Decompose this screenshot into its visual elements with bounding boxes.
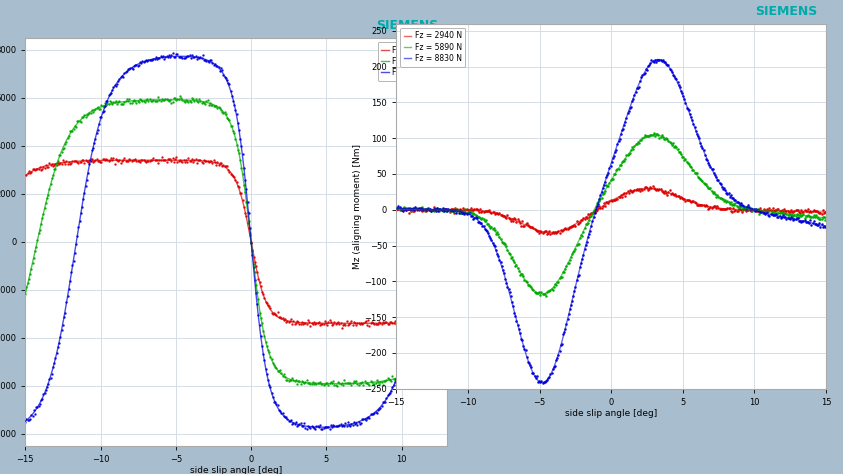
Fz = 5890 N xyxy=(20,291,30,297)
Fz = 5890 N xyxy=(469,211,479,217)
Fz = 8830 N xyxy=(647,59,658,65)
Fz = 5890 N xyxy=(712,193,722,199)
Fz = 8830 N xyxy=(175,54,185,59)
Text: SIEMENS: SIEMENS xyxy=(376,19,438,32)
Line: Fz = 2940 N: Fz = 2940 N xyxy=(25,160,447,323)
Fz = 5890 N xyxy=(271,364,281,370)
Fz = 2940 N xyxy=(545,229,556,235)
Fz = 8830 N xyxy=(132,62,142,67)
Fz = 5890 N xyxy=(426,348,436,354)
Fz = 2940 N xyxy=(712,205,722,211)
Fz = 8830 N xyxy=(653,57,663,63)
Fz = 5890 N xyxy=(538,291,548,297)
Fz = 5890 N xyxy=(246,239,256,245)
Fz = 5890 N xyxy=(821,215,831,221)
Fz = 8830 N xyxy=(584,230,594,236)
Legend: Fz = 2940 N, Fz = 5890 N, Fz = 8830 N: Fz = 2940 N, Fz = 5890 N, Fz = 8830 N xyxy=(378,42,443,81)
Legend: Fz = 2940 N, Fz = 5890 N, Fz = 8830 N: Fz = 2940 N, Fz = 5890 N, Fz = 8830 N xyxy=(400,27,465,67)
Fz = 2940 N xyxy=(20,173,30,178)
Fz = 8830 N xyxy=(469,214,479,219)
Fz = 5890 N xyxy=(647,132,658,137)
Fz = 8830 N xyxy=(722,190,733,196)
Fz = 5890 N xyxy=(584,217,594,222)
Text: SIEMENS: SIEMENS xyxy=(755,5,818,18)
Fz = 2940 N xyxy=(442,317,452,323)
X-axis label: side slip angle [deg]: side slip angle [deg] xyxy=(190,466,282,474)
Fz = 5890 N xyxy=(438,323,448,328)
Fz = 2940 N xyxy=(426,319,436,325)
Fz = 5890 N xyxy=(630,144,640,149)
Fz = 2940 N xyxy=(584,212,594,218)
Fz = 8830 N xyxy=(317,424,327,430)
Fz = 2940 N xyxy=(438,318,448,323)
Fz = 8830 N xyxy=(821,224,831,229)
Fz = 2940 N xyxy=(147,157,157,163)
Fz = 8830 N xyxy=(216,68,226,73)
Fz = 5890 N xyxy=(163,97,173,102)
Fz = 2940 N xyxy=(642,185,652,191)
Fz = 8830 N xyxy=(246,239,256,245)
Fz = 8830 N xyxy=(442,122,452,128)
Fz = 5890 N xyxy=(648,132,658,137)
Fz = 2940 N xyxy=(648,186,658,191)
Fz = 8830 N xyxy=(438,138,448,144)
Fz = 8830 N xyxy=(391,205,401,211)
Fz = 5890 N xyxy=(442,312,452,318)
Fz = 2940 N xyxy=(216,162,226,167)
Fz = 2940 N xyxy=(345,320,355,326)
Line: Fz = 8830 N: Fz = 8830 N xyxy=(25,56,447,427)
Fz = 5890 N xyxy=(216,107,226,112)
Fz = 8830 N xyxy=(426,206,436,211)
Fz = 5890 N xyxy=(330,381,340,387)
Fz = 8830 N xyxy=(712,176,722,182)
Fz = 8830 N xyxy=(538,380,548,385)
Fz = 2940 N xyxy=(630,187,640,193)
Line: Fz = 8830 N: Fz = 8830 N xyxy=(396,60,826,383)
Fz = 2940 N xyxy=(722,206,733,212)
Fz = 5890 N xyxy=(391,206,401,212)
Fz = 2940 N xyxy=(821,210,831,215)
Fz = 8830 N xyxy=(20,419,30,424)
Fz = 8830 N xyxy=(271,400,281,406)
Fz = 2940 N xyxy=(469,208,479,213)
Fz = 8830 N xyxy=(630,92,640,98)
Line: Fz = 2940 N: Fz = 2940 N xyxy=(396,188,826,232)
Fz = 2940 N xyxy=(246,239,256,245)
Fz = 5890 N xyxy=(722,199,733,205)
Fz = 2940 N xyxy=(132,157,142,163)
Line: Fz = 5890 N: Fz = 5890 N xyxy=(25,100,447,384)
Fz = 2940 N xyxy=(391,207,401,212)
X-axis label: side slip angle [deg]: side slip angle [deg] xyxy=(565,410,658,419)
Y-axis label: Mz (aligning moment) [Nm]: Mz (aligning moment) [Nm] xyxy=(352,144,362,269)
Fz = 2940 N xyxy=(271,312,281,318)
Line: Fz = 5890 N: Fz = 5890 N xyxy=(396,135,826,294)
Fz = 5890 N xyxy=(132,98,142,103)
